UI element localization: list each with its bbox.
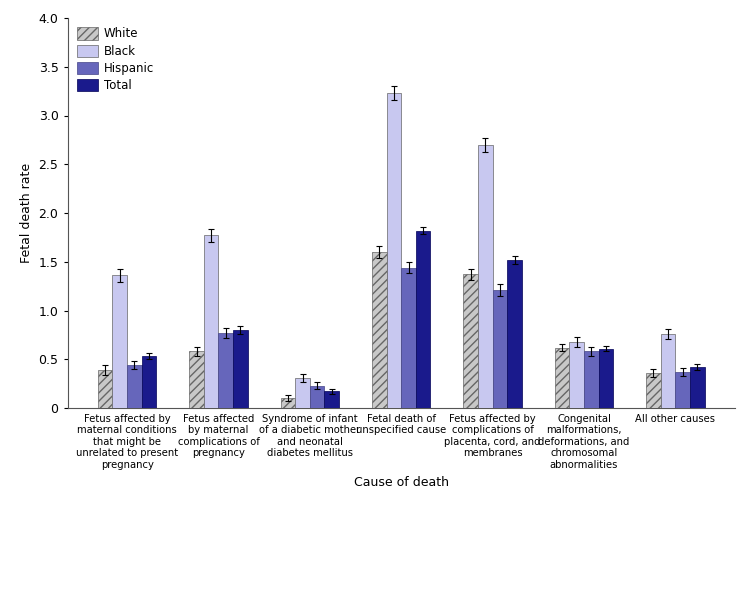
Bar bbox=[493, 290, 507, 408]
Bar bbox=[584, 352, 598, 408]
Bar bbox=[204, 235, 218, 408]
Bar bbox=[555, 347, 569, 408]
Legend: White, Black, Hispanic, Total: White, Black, Hispanic, Total bbox=[74, 24, 158, 95]
Bar bbox=[127, 365, 142, 408]
Bar bbox=[310, 386, 325, 408]
Bar bbox=[690, 367, 705, 408]
Bar bbox=[598, 349, 613, 408]
Bar bbox=[401, 268, 416, 408]
Bar bbox=[416, 230, 430, 408]
Bar bbox=[280, 398, 296, 408]
Bar bbox=[112, 275, 127, 408]
Bar bbox=[189, 352, 204, 408]
Bar bbox=[325, 391, 339, 408]
Bar bbox=[478, 145, 493, 408]
Y-axis label: Fetal death rate: Fetal death rate bbox=[20, 163, 33, 263]
Bar bbox=[387, 93, 401, 408]
Bar bbox=[233, 330, 248, 408]
Bar bbox=[464, 274, 478, 408]
Bar bbox=[142, 356, 156, 408]
Bar bbox=[569, 341, 584, 408]
X-axis label: Cause of death: Cause of death bbox=[354, 476, 448, 488]
Bar bbox=[676, 372, 690, 408]
Bar bbox=[296, 378, 310, 408]
Bar bbox=[661, 334, 676, 408]
Bar bbox=[98, 370, 112, 408]
Bar bbox=[218, 333, 233, 408]
Bar bbox=[646, 373, 661, 408]
Bar bbox=[507, 260, 522, 408]
Bar bbox=[372, 252, 387, 408]
